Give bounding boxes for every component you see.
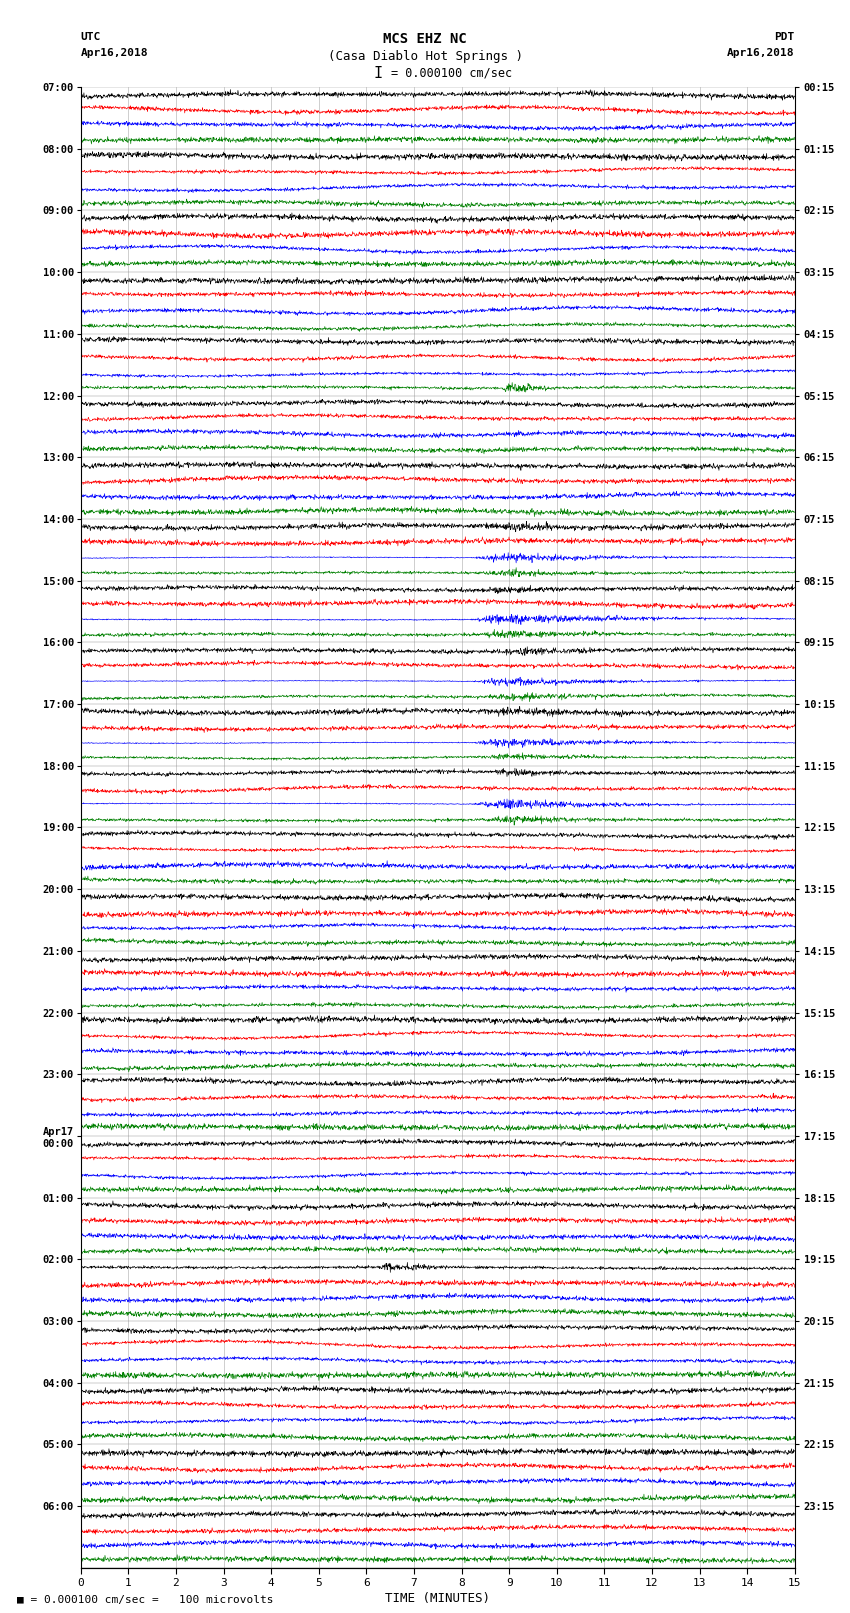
Text: I: I (374, 66, 382, 81)
Text: Apr16,2018: Apr16,2018 (81, 48, 148, 58)
Text: ■ = 0.000100 cm/sec =   100 microvolts: ■ = 0.000100 cm/sec = 100 microvolts (17, 1595, 274, 1605)
Text: UTC: UTC (81, 32, 101, 42)
Text: Apr16,2018: Apr16,2018 (728, 48, 795, 58)
Text: PDT: PDT (774, 32, 795, 42)
Text: MCS EHZ NC: MCS EHZ NC (383, 32, 467, 47)
Text: = 0.000100 cm/sec: = 0.000100 cm/sec (391, 66, 512, 79)
Text: (Casa Diablo Hot Springs ): (Casa Diablo Hot Springs ) (327, 50, 523, 63)
X-axis label: TIME (MINUTES): TIME (MINUTES) (385, 1592, 490, 1605)
